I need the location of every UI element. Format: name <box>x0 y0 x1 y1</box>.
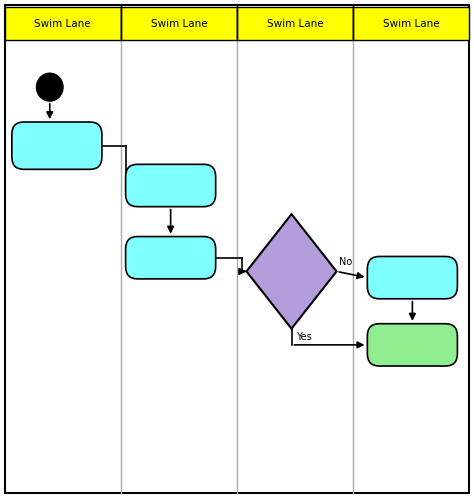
Text: Swim Lane: Swim Lane <box>267 18 323 29</box>
Text: No: No <box>339 257 352 267</box>
FancyBboxPatch shape <box>12 122 102 169</box>
FancyBboxPatch shape <box>126 164 216 207</box>
Bar <box>5 7 121 40</box>
Circle shape <box>36 73 63 101</box>
Bar <box>237 7 353 40</box>
FancyBboxPatch shape <box>367 324 457 366</box>
Bar <box>353 7 469 40</box>
FancyBboxPatch shape <box>367 256 457 299</box>
FancyBboxPatch shape <box>126 237 216 279</box>
Bar <box>121 7 237 40</box>
Text: Yes: Yes <box>296 332 312 343</box>
Text: Swim Lane: Swim Lane <box>383 18 439 29</box>
Polygon shape <box>246 214 337 329</box>
Text: Swim Lane: Swim Lane <box>151 18 207 29</box>
Text: Swim Lane: Swim Lane <box>35 18 91 29</box>
